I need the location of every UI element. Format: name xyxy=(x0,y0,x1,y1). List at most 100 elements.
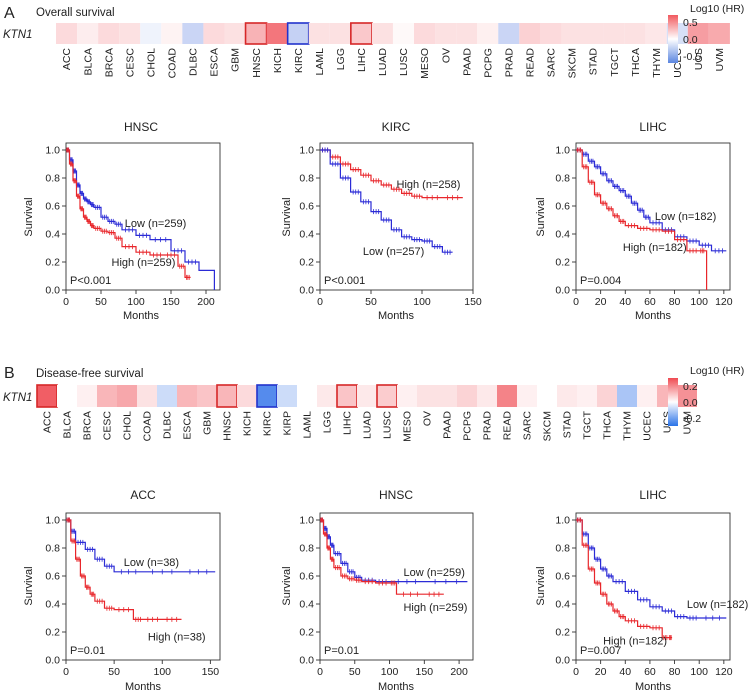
y-tick-label: 0.4 xyxy=(555,599,570,611)
heat-label-stad: STAD xyxy=(562,411,574,439)
y-tick-label: 0.0 xyxy=(555,285,570,297)
y-tick-label: 0.8 xyxy=(555,543,570,555)
x-tick-label: 0 xyxy=(573,296,579,308)
heatmap-b-gene-label: KTN1 xyxy=(3,392,32,404)
heat-cell-lihc xyxy=(350,22,373,45)
p-value: P<0.001 xyxy=(70,275,111,287)
group-annotation: Low (n=182) xyxy=(655,211,716,223)
plot-title: LIHC xyxy=(639,120,667,134)
heat-label-gbm: GBM xyxy=(202,411,214,435)
heat-cell-tgct xyxy=(603,23,625,44)
heat-label-dlbc: DLBC xyxy=(188,48,200,76)
heat-label-lihc: LIHC xyxy=(342,411,354,435)
y-tick-label: 0.4 xyxy=(45,229,60,241)
plot-frame xyxy=(319,142,474,291)
heat-cell-sarc xyxy=(540,23,562,44)
x-tick-label: 50 xyxy=(365,296,377,308)
km-curve-low xyxy=(576,149,727,252)
y-tick-label: 0.2 xyxy=(555,627,570,639)
x-tick-label: 80 xyxy=(669,296,681,308)
legend-b-tick-low: -0.2 xyxy=(683,413,701,425)
heat-label-meso: MESO xyxy=(402,411,414,442)
group-annotation: Low (n=38) xyxy=(124,557,179,569)
heat-label-lihc: LIHC xyxy=(356,48,368,72)
heat-label-coad: COAD xyxy=(166,48,178,79)
legend-b-tick-mid: 0.0 xyxy=(683,397,698,409)
group-annotation: Low (n=257) xyxy=(363,246,424,258)
heat-cell-thym xyxy=(645,23,667,44)
y-tick-label: 1.0 xyxy=(45,145,60,157)
y-tick-label: 0.2 xyxy=(45,257,60,269)
heat-cell-uvm xyxy=(677,385,697,407)
heat-label-kich: KICH xyxy=(272,48,284,73)
x-tick-label: 80 xyxy=(669,666,681,678)
group-annotation: High (n=258) xyxy=(397,179,461,191)
heat-cell-tgct xyxy=(577,385,597,407)
x-tick-label: 0 xyxy=(317,296,323,308)
km-plot-dfs-acc: ACC Months Survival 0 50 100 150 0.0 0.2 0.4 0.6 0.… xyxy=(23,488,221,693)
heat-label-skcm: SKCM xyxy=(567,48,579,78)
heat-label-chol: CHOL xyxy=(122,411,134,440)
heat-label-thym: THYM xyxy=(622,411,634,441)
x-tick-label: 100 xyxy=(381,666,399,678)
km-curve-high xyxy=(576,149,708,290)
y-tick-label: 0.4 xyxy=(555,229,570,241)
heat-label-hnsc: HNSC xyxy=(222,411,234,441)
heat-cell-lgg xyxy=(317,385,337,407)
heat-cell-coad xyxy=(137,385,157,407)
y-tick-label: 0.8 xyxy=(299,173,314,185)
group-annotation: High (n=259) xyxy=(403,602,467,614)
heat-label-dlbc: DLBC xyxy=(162,411,174,439)
heat-label-read: READ xyxy=(502,411,514,441)
heat-cell-blca xyxy=(57,385,77,407)
heat-cell-kich xyxy=(237,385,257,407)
heatmap-a-title: Overall survival xyxy=(36,7,115,19)
x-tick-label: 0 xyxy=(317,666,323,678)
y-axis-label: Survival xyxy=(23,197,35,236)
heat-label-lusc: LUSC xyxy=(398,48,410,76)
heat-cell-paad xyxy=(456,23,478,44)
heat-label-read: READ xyxy=(524,48,536,78)
x-tick-label: 50 xyxy=(108,666,120,678)
heat-cell-hnsc xyxy=(244,22,268,45)
heatmap-a-gene-label: KTN1 xyxy=(3,29,32,41)
heat-label-laml: LAML xyxy=(314,48,326,76)
heat-label-meso: MESO xyxy=(419,48,431,79)
plot-frame xyxy=(575,142,731,291)
heat-label-thca: THCA xyxy=(630,48,642,77)
heat-label-sarc: SARC xyxy=(522,411,534,441)
heat-cell-stad xyxy=(582,23,604,44)
heat-cell-gbm xyxy=(224,23,246,44)
legend-b-title: Log10 (HR) xyxy=(690,365,744,377)
heat-cell-prad xyxy=(477,385,497,407)
heat-label-ov: OV xyxy=(440,48,452,63)
plot-title: KIRC xyxy=(382,120,411,134)
x-tick-label: 200 xyxy=(197,296,215,308)
heat-cell-esca xyxy=(203,23,225,44)
heat-label-acc: ACC xyxy=(61,48,73,71)
heat-label-uvm: UVM xyxy=(682,411,694,434)
heat-cell-kirp xyxy=(277,385,297,407)
p-value: P=0.01 xyxy=(70,645,105,657)
heat-label-chol: CHOL xyxy=(145,48,157,77)
x-tick-label: 150 xyxy=(202,666,220,678)
km-curve-high xyxy=(320,519,444,595)
legend-b: Log10 (HR) 0.2 0.0 -0.2 xyxy=(668,365,744,426)
heat-cell-kich xyxy=(266,23,288,44)
group-annotation: Low (n=182) xyxy=(687,599,748,611)
y-tick-label: 0.0 xyxy=(45,655,60,667)
heat-label-blca: BLCA xyxy=(62,411,74,438)
x-tick-label: 100 xyxy=(413,296,431,308)
x-axis-label: Months xyxy=(123,310,160,322)
heat-label-kirc: KIRC xyxy=(262,411,274,437)
x-axis-label: Months xyxy=(635,681,672,693)
heat-cell-skcm xyxy=(537,385,557,407)
legend-a-colorbar xyxy=(668,15,678,63)
y-tick-label: 1.0 xyxy=(299,145,314,157)
heat-label-luad: LUAD xyxy=(377,48,389,76)
heat-cell-skcm xyxy=(561,23,583,44)
heat-label-prad: PRAD xyxy=(482,411,494,441)
heat-label-kirc: KIRC xyxy=(293,48,305,74)
km-plot-os-hnsc: HNSC Months Survival 0 50 100 150 200 0.0 0.2 0.4 0… xyxy=(23,120,221,322)
